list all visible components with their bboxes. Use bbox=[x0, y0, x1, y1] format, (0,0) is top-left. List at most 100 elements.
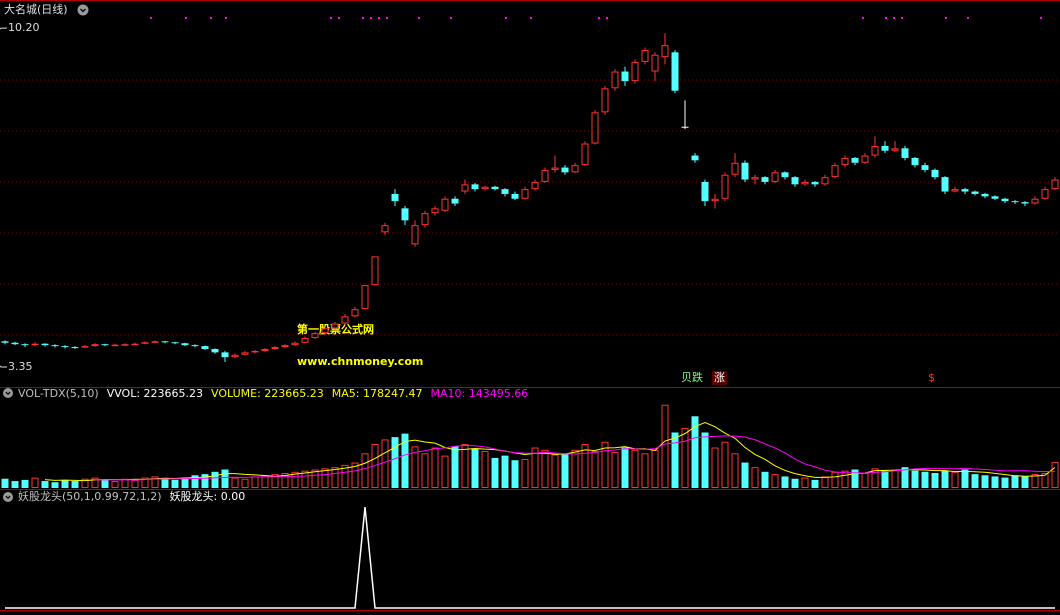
volume-bar bbox=[961, 469, 969, 488]
legend-item: 妖股龙头(50,1,0.99,72,1,2) bbox=[18, 489, 162, 503]
volume-bar bbox=[1051, 462, 1059, 488]
volume-bar bbox=[221, 469, 229, 488]
legend-item: MA10: 143495.66 bbox=[430, 387, 528, 400]
volume-bar bbox=[791, 478, 799, 488]
candle-body bbox=[791, 177, 799, 185]
volume-bar bbox=[201, 474, 209, 488]
candle-body bbox=[721, 174, 729, 199]
volume-bar bbox=[771, 474, 779, 489]
candle-body bbox=[1001, 198, 1009, 202]
candle-body bbox=[851, 157, 859, 163]
volume-bar bbox=[1011, 475, 1019, 488]
candle-body bbox=[871, 145, 879, 156]
volume-bar bbox=[31, 477, 39, 489]
candle-body bbox=[561, 167, 569, 173]
candle-body bbox=[961, 189, 969, 192]
candle-body bbox=[231, 354, 239, 358]
volume-bar bbox=[351, 462, 359, 489]
candle-body bbox=[651, 54, 659, 72]
candle-body bbox=[1011, 201, 1019, 203]
signal-dots bbox=[150, 17, 1042, 19]
volume-bar bbox=[171, 479, 179, 488]
candle-body bbox=[251, 350, 259, 353]
volume-bar bbox=[301, 470, 309, 489]
volume-bar bbox=[611, 452, 619, 489]
candle-body bbox=[371, 256, 379, 286]
candle-body bbox=[181, 343, 189, 346]
volume-bar bbox=[881, 470, 889, 488]
volume-bar bbox=[451, 446, 459, 488]
candle-body bbox=[211, 348, 219, 353]
candle-body bbox=[81, 346, 89, 348]
candle-body bbox=[441, 198, 449, 211]
volume-bar bbox=[871, 468, 879, 488]
volume-bar bbox=[901, 467, 909, 488]
volume-bar bbox=[161, 478, 169, 488]
candle-body bbox=[951, 189, 959, 192]
candle-body bbox=[661, 45, 669, 58]
volume-bar bbox=[491, 457, 499, 488]
volume-bar bbox=[291, 471, 299, 488]
candle-body bbox=[501, 189, 509, 194]
volume-bar bbox=[191, 475, 199, 488]
candle-body bbox=[91, 344, 99, 347]
legend-item: MA5: 178247.47 bbox=[332, 387, 423, 400]
volume-bar bbox=[801, 477, 809, 489]
volume-bar bbox=[741, 462, 749, 488]
volume-bar bbox=[271, 474, 279, 489]
indicator-line bbox=[5, 507, 1055, 609]
volume-bar bbox=[731, 453, 739, 489]
volume-bar bbox=[571, 449, 579, 489]
volume-bar bbox=[531, 447, 539, 488]
candle-body bbox=[691, 155, 699, 161]
volume-bar bbox=[591, 450, 599, 488]
candle-body bbox=[881, 145, 889, 151]
candle-body bbox=[221, 352, 229, 358]
candle-body bbox=[891, 148, 899, 151]
candle-body bbox=[831, 165, 839, 178]
legend-item: VOLUME: 223665.23 bbox=[211, 387, 324, 400]
volume-bar bbox=[641, 453, 649, 489]
volume-bar bbox=[1001, 477, 1009, 488]
candle-body bbox=[171, 342, 179, 344]
candle-body bbox=[121, 344, 129, 346]
volume-bar bbox=[551, 454, 559, 488]
volume-bar bbox=[601, 441, 609, 489]
signal-label: 涨 bbox=[714, 371, 725, 384]
volume-bar bbox=[241, 478, 249, 488]
settings-icon[interactable] bbox=[3, 388, 13, 398]
volume-bar bbox=[281, 472, 289, 489]
candle-body bbox=[281, 345, 289, 348]
settings-icon[interactable] bbox=[77, 4, 89, 16]
candle-body bbox=[131, 343, 139, 346]
candle-body bbox=[591, 112, 599, 144]
candle-body bbox=[311, 333, 319, 338]
candle-body bbox=[571, 165, 579, 173]
candle-body bbox=[901, 148, 909, 158]
candle-body bbox=[101, 344, 109, 346]
volume-bar bbox=[691, 416, 699, 488]
signal-box bbox=[712, 371, 727, 385]
candle-body bbox=[201, 346, 209, 349]
candle-body bbox=[341, 316, 349, 324]
settings-icon[interactable] bbox=[3, 492, 13, 502]
volume-bar bbox=[1041, 472, 1049, 489]
volume-bar bbox=[401, 433, 409, 488]
candle-body bbox=[511, 193, 519, 199]
volume-bar bbox=[341, 464, 349, 488]
volume-bar bbox=[421, 453, 429, 489]
candle-body bbox=[31, 343, 39, 346]
candle-body bbox=[681, 126, 689, 128]
extreme-marker-label: 3.35 bbox=[8, 360, 33, 373]
candle-body bbox=[1021, 202, 1029, 204]
extreme-marker-label: 10.20 bbox=[8, 21, 40, 34]
volume-bar bbox=[841, 470, 849, 489]
candle-body bbox=[731, 162, 739, 175]
volume-bar bbox=[211, 471, 219, 488]
legend-item: VOL-TDX(5,10) bbox=[18, 387, 99, 400]
legend-item: VVOL: 223665.23 bbox=[107, 387, 203, 400]
volume-bar bbox=[361, 453, 369, 489]
candle-body bbox=[191, 345, 199, 347]
candle-body bbox=[391, 193, 399, 202]
